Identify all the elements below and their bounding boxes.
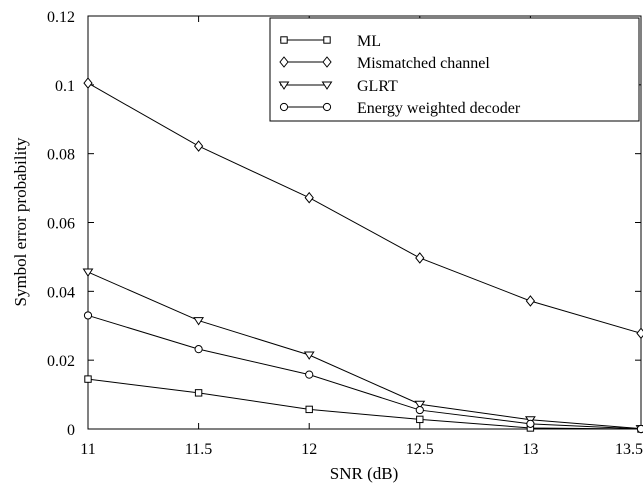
series-line [87, 378, 642, 430]
legend-label: Energy weighted decoder [357, 100, 521, 117]
data-point [303, 351, 315, 360]
x-tick-label: 12.5 [406, 441, 434, 458]
legend-marker [322, 102, 332, 112]
legend-marker [279, 102, 289, 112]
data-point [194, 389, 203, 397]
series-layer [82, 77, 643, 434]
y-tick-label: 0.08 [47, 147, 75, 164]
series-circle [83, 311, 643, 434]
data-point [193, 140, 204, 152]
x-tick-label: 11 [80, 441, 95, 458]
data-point [84, 375, 92, 383]
data-point [83, 311, 93, 320]
series-square [84, 375, 643, 433]
y-tick-label: 0.04 [47, 284, 75, 301]
axis-tick-labels: 11 11.5 12 12.5 13 13.5 0 0.02 0.04 0.06 0.08 0.1 0.… [47, 9, 643, 458]
legend: ML Mismatched channel GLRT Energy weighted … [269, 17, 640, 122]
data-point [415, 405, 424, 415]
y-tick-label: 0.1 [55, 78, 75, 95]
legend-box [269, 17, 640, 122]
legend-marker [278, 81, 290, 90]
data-point [414, 400, 426, 410]
y-tick-label: 0.06 [47, 216, 75, 233]
x-tick-label: 12 [301, 441, 317, 458]
data-point [525, 295, 536, 307]
legend-marker [322, 56, 332, 68]
legend-item: ML [280, 33, 381, 50]
data-point [305, 370, 314, 379]
legend-label: Mismatched channel [357, 55, 490, 72]
data-point [193, 317, 205, 326]
data-point [416, 415, 424, 424]
data-point [526, 419, 535, 428]
legend-item: GLRT [278, 78, 398, 95]
data-point [636, 424, 643, 434]
data-point [304, 191, 314, 204]
y-tick-label: 0.02 [47, 353, 75, 370]
y-tick-label: 0 [67, 422, 75, 439]
legend-marker [280, 36, 288, 44]
data-point [305, 405, 313, 414]
data-point [82, 268, 94, 277]
legend-label: GLRT [357, 78, 398, 95]
x-tick-label: 11.5 [185, 441, 212, 458]
legend-marker [279, 56, 289, 68]
data-point [636, 327, 643, 340]
x-axis-title: SNR (dB) [330, 464, 398, 483]
legend-label: ML [357, 33, 381, 50]
series-line [87, 271, 642, 430]
series-diamond [83, 77, 643, 340]
series-line [87, 314, 642, 430]
y-axis-title: Symbol error probability [11, 137, 30, 307]
x-tick-label: 13.5 [615, 441, 643, 458]
series-line [87, 82, 642, 334]
series-triangle-down [82, 268, 643, 434]
data-point [415, 252, 425, 264]
data-point [194, 345, 203, 354]
legend-marker [321, 81, 333, 90]
y-tick-label: 0.12 [47, 9, 75, 26]
legend-item: Mismatched channel [279, 55, 490, 72]
data-point [83, 77, 93, 89]
x-tick-label: 13 [522, 441, 538, 458]
legend-item: Energy weighted decoder [279, 100, 521, 117]
legend-marker [323, 36, 331, 44]
